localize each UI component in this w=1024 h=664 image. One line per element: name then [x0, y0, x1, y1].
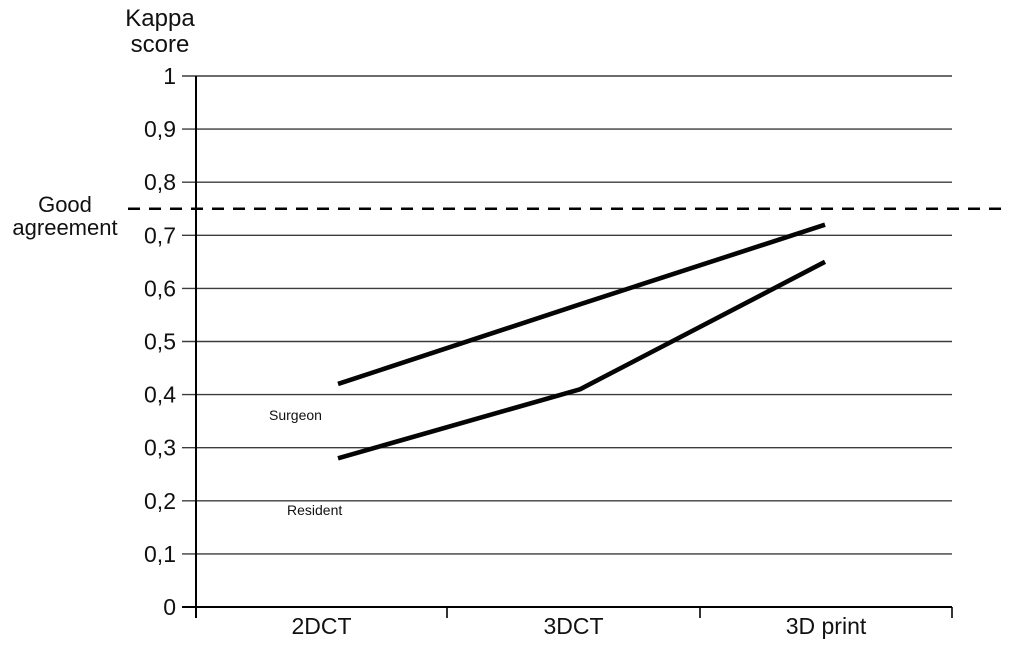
x-category-label: 3D print — [786, 613, 867, 639]
y-tick-label: 1 — [163, 63, 176, 89]
y-axis-title-line2: score — [130, 31, 190, 58]
y-tick-label: 0,2 — [144, 488, 176, 514]
y-tick-label: 0,4 — [144, 382, 176, 408]
good-agreement-label-line1: Good — [38, 192, 92, 217]
surgeon-line — [337, 222, 826, 387]
y-tick-label: 0,9 — [144, 116, 176, 142]
y-tick-label: 0,8 — [144, 169, 176, 195]
y-axis-title-line1: Kappa — [125, 5, 195, 32]
resident-series-label: Resident — [287, 502, 343, 518]
x-category-label: 2DCT — [291, 613, 351, 639]
y-tick-label: 0,3 — [144, 435, 176, 461]
good-agreement-label: Good agreement — [0, 193, 130, 239]
surgeon-series-label: Surgeon — [269, 407, 322, 423]
y-tick-label: 0,5 — [144, 329, 176, 355]
resident-line — [337, 259, 827, 461]
x-category-label: 3DCT — [543, 613, 603, 639]
y-tick-label: 0,7 — [144, 222, 176, 248]
good-agreement-label-line2: agreement — [12, 215, 118, 240]
y-axis-title: Kappa score — [108, 6, 212, 58]
y-tick-label: 0,1 — [144, 541, 176, 567]
y-tick-label: 0,6 — [144, 275, 176, 301]
y-tick-label: 0 — [163, 594, 176, 620]
